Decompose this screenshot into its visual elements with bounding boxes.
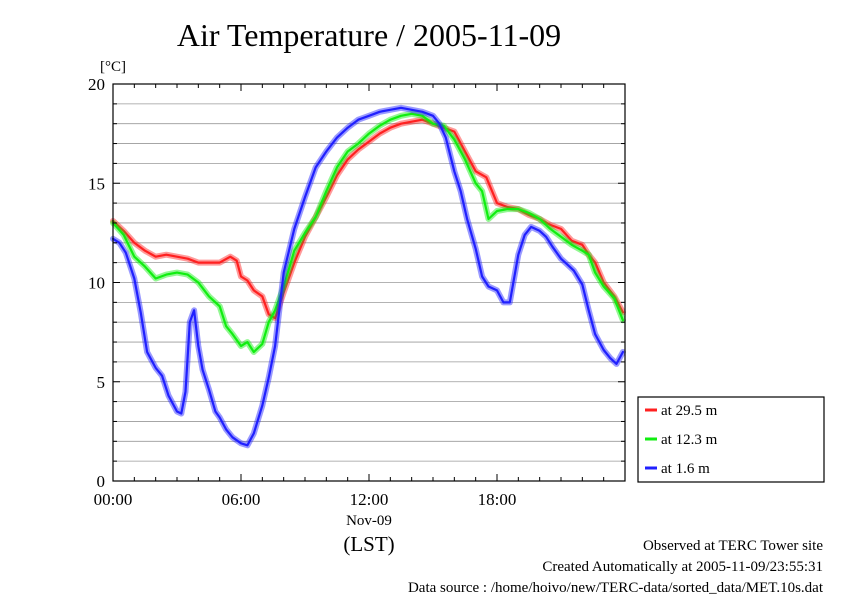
legend-box: [637, 396, 825, 483]
x-tick-label-1200: 12:00: [350, 490, 389, 509]
y-tick-label-5: 5: [97, 373, 106, 392]
y-tick-label-20: 20: [88, 75, 105, 94]
series-halo-0: [110, 116, 626, 322]
footer-data-source: Data source : /home/hoivo/new/TERC-data/…: [408, 580, 824, 595]
y-ticks: 0 5 10 15 20: [88, 75, 625, 491]
y-tick-label-15: 15: [88, 174, 105, 193]
x-ticks: 00:00 06:00 12:00 18:00: [94, 84, 626, 509]
footer-created-note: Created Automatically at 2005-11-09/23:5…: [542, 559, 823, 575]
series-line-1: [111, 112, 624, 354]
x-tick-label-0600: 06:00: [222, 490, 261, 509]
series-line-0: [111, 118, 624, 320]
legend: at 29.5 m at 12.3 m at 1.6 m: [637, 396, 825, 483]
chart-title: Air Temperature / 2005-11-09: [177, 17, 561, 53]
y-tick-label-0: 0: [97, 472, 106, 491]
x-axis-date-label: Nov-09: [346, 513, 392, 529]
y-axis-unit-label: [°C]: [100, 59, 126, 75]
legend-label-0: at 29.5 m: [661, 403, 718, 419]
x-axis-label: (LST): [343, 532, 394, 556]
series-line-2: [111, 106, 624, 447]
series-layer: [110, 104, 626, 449]
legend-label-1: at 12.3 m: [661, 432, 718, 448]
x-tick-label-1800: 18:00: [478, 490, 517, 509]
x-tick-label-0000: 00:00: [94, 490, 133, 509]
y-tick-label-10: 10: [88, 274, 105, 293]
grid-lines: [113, 103, 625, 462]
legend-label-2: at 1.6 m: [661, 461, 710, 477]
footer-site-note: Observed at TERC Tower site: [643, 538, 823, 554]
